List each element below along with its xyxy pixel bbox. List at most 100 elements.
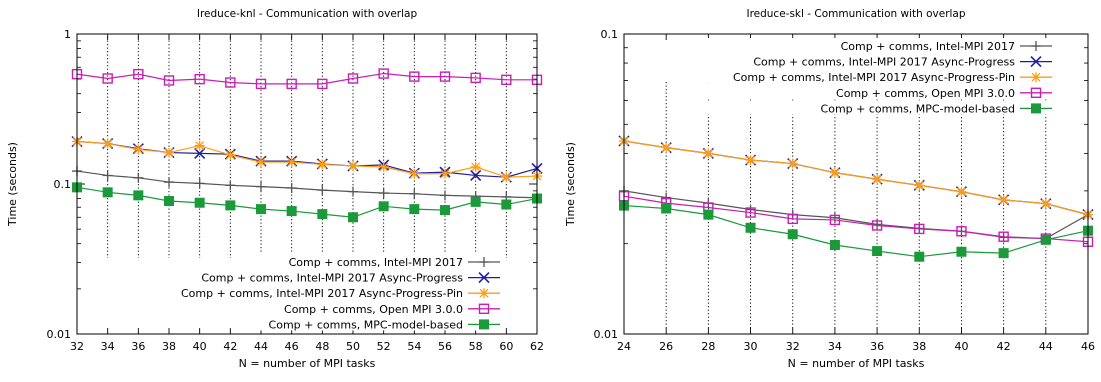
x-tick-label: 46	[1081, 340, 1095, 353]
legend-bg	[681, 84, 1057, 99]
data-point	[745, 207, 756, 218]
data-point	[133, 144, 144, 155]
legend-bg	[255, 285, 505, 300]
data-point	[102, 170, 113, 181]
data-point	[378, 161, 389, 172]
data-point	[1040, 198, 1051, 209]
legend-bg	[255, 316, 505, 331]
x-tick-label: 30	[744, 340, 758, 353]
y-tick-label: 0.1	[601, 28, 619, 41]
data-point	[501, 74, 512, 86]
data-point	[256, 204, 266, 215]
x-tick-label: 54	[407, 340, 421, 353]
data-point	[829, 167, 840, 178]
data-point	[194, 197, 205, 208]
legend-bg	[681, 100, 1057, 115]
legend-label: Comp + comms, Intel-MPI 2017 Async-Progr…	[181, 287, 463, 300]
data-point	[194, 178, 205, 189]
series-line	[76, 140, 538, 178]
x-tick-label: 40	[954, 340, 968, 353]
data-point	[409, 71, 420, 82]
data-point	[133, 190, 144, 201]
legend-label: Comp + comms, Intel-MPI 2017 Async-Progr…	[753, 56, 1015, 69]
series-0	[619, 185, 1093, 244]
data-point	[470, 196, 481, 207]
data-point	[829, 212, 840, 223]
data-point	[164, 147, 174, 158]
plot-frame	[76, 33, 538, 335]
data-point	[164, 196, 174, 207]
data-point	[956, 226, 967, 237]
data-point	[347, 73, 359, 84]
x-tick-label: 40	[193, 340, 207, 353]
data-point	[256, 181, 266, 192]
chart-title: Ireduce-knl - Communication with overlap	[197, 8, 418, 20]
data-point	[317, 209, 328, 220]
legend-marker	[479, 319, 489, 330]
series-0	[72, 166, 542, 203]
x-tick-label: 38	[912, 340, 926, 353]
series-line	[76, 72, 537, 85]
y-tick-label: 0.1	[54, 178, 72, 191]
y-tick-label: 0.01	[47, 328, 72, 341]
legend-marker	[478, 303, 490, 314]
data-point	[872, 174, 883, 185]
data-point	[164, 177, 174, 188]
x-tick-label: 32	[70, 340, 84, 353]
x-tick-label: 38	[162, 340, 176, 353]
data-point	[286, 78, 297, 90]
legend-bg	[255, 300, 505, 315]
data-point	[661, 142, 672, 153]
legend-marker	[479, 257, 489, 267]
data-point	[1040, 234, 1051, 245]
data-point	[317, 159, 328, 170]
data-point	[440, 190, 450, 201]
x-tick-label: 42	[223, 340, 237, 353]
data-point	[317, 78, 328, 90]
data-point	[956, 246, 967, 257]
data-point	[194, 140, 205, 151]
legend-bg	[255, 254, 505, 268]
x-axis-label: N = number of MPI tasks	[788, 357, 925, 370]
data-point	[348, 186, 358, 197]
legend-marker	[1030, 56, 1042, 68]
series-line	[623, 195, 1089, 243]
data-point	[163, 75, 175, 86]
data-point	[102, 73, 113, 84]
data-point	[872, 246, 883, 257]
data-point	[409, 168, 420, 179]
x-tick-label: 26	[659, 340, 673, 353]
x-tick-label: 56	[438, 340, 452, 353]
y-axis-label: Time (seconds)	[564, 142, 577, 227]
legend-bg	[681, 69, 1057, 84]
data-point	[703, 209, 714, 220]
legend-label: Comp + comms, Intel-MPI 2017 Async-Progr…	[733, 71, 1015, 84]
data-point	[787, 229, 798, 240]
data-point	[225, 77, 236, 88]
x-tick-label: 44	[1039, 340, 1053, 353]
data-point	[501, 199, 512, 210]
data-point	[225, 200, 236, 211]
data-point	[829, 214, 841, 226]
x-tick-label: 24	[617, 340, 631, 353]
legend-marker	[1031, 103, 1041, 114]
y-tick-label: 1	[64, 28, 71, 41]
legend-bg	[255, 269, 505, 284]
data-point	[470, 72, 481, 84]
data-point	[439, 71, 451, 82]
series-3	[71, 68, 543, 90]
data-point	[378, 201, 389, 212]
legend-label: Comp + comms, MPC-model-based	[269, 318, 463, 331]
series-line	[623, 140, 1089, 216]
legend-marker	[1031, 41, 1041, 51]
data-point	[225, 180, 236, 191]
legend-marker	[478, 272, 490, 284]
data-point	[348, 212, 358, 223]
data-point	[102, 138, 113, 149]
data-point	[787, 213, 798, 225]
data-point	[914, 180, 925, 191]
data-point	[102, 187, 113, 198]
data-point	[133, 172, 144, 183]
x-tick-label: 34	[101, 340, 115, 353]
